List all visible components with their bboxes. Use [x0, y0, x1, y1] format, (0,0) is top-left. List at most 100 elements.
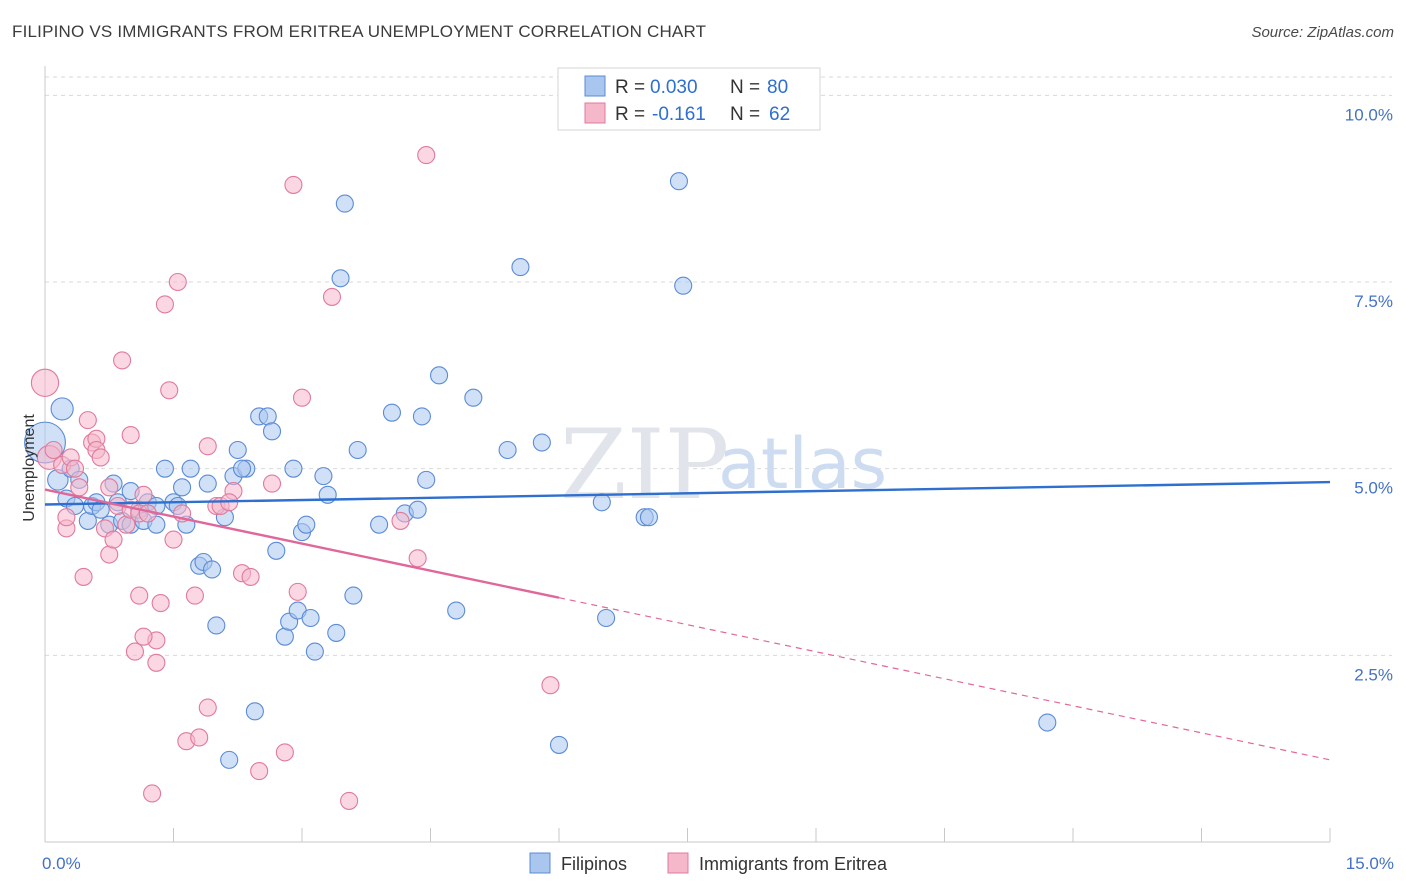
chart-title: FILIPINO VS IMMIGRANTS FROM ERITREA UNEM… — [12, 22, 707, 41]
filipino-point — [181, 459, 200, 478]
eritrea-point — [190, 728, 209, 747]
legend-r-value-1: 0.030 — [650, 77, 698, 98]
filipino-point — [267, 541, 286, 560]
filipino-point — [669, 172, 688, 191]
eritrea-point — [100, 478, 119, 497]
eritrea-point — [168, 272, 187, 292]
filipino-trend-line — [44, 480, 1331, 506]
source-credit: Source: ZipAtlas.com — [1251, 24, 1394, 41]
eritrea-point — [198, 437, 217, 456]
eritrea-point — [241, 567, 260, 586]
eritrea-point — [408, 549, 427, 568]
x-tick-label-max: 15.0% — [1346, 854, 1394, 873]
filipino-point — [370, 515, 389, 534]
filipino-point — [344, 586, 363, 605]
eritrea-point — [44, 440, 63, 460]
eritrea-point — [70, 478, 89, 497]
eritrea-point — [417, 146, 436, 165]
filipino-point — [417, 470, 436, 489]
filipino-point — [1038, 713, 1057, 732]
filipino-point — [232, 459, 252, 478]
filipino-point — [228, 440, 247, 460]
legend-n-value-2: 62 — [769, 104, 790, 125]
bottom-legend-swatch-eritrea — [667, 852, 689, 874]
eritrea-point — [284, 175, 303, 194]
filipino-point — [327, 623, 346, 642]
filipino-point — [412, 407, 431, 426]
filipino-point — [511, 258, 530, 277]
filipino-point — [173, 478, 192, 497]
series-legend: Filipinos Immigrants from Eritrea — [529, 852, 888, 874]
filipino-point — [592, 493, 611, 512]
legend-n-value-1: 80 — [767, 77, 788, 98]
legend-r-label-2: R = — [615, 104, 645, 125]
eritrea-point — [198, 698, 217, 717]
eritrea-trend-line-dashed — [558, 597, 1331, 761]
filipino-point — [464, 388, 483, 407]
bottom-legend-filipinos: Filipinos — [561, 854, 627, 874]
filipino-point — [430, 366, 449, 385]
filipino-point — [258, 407, 277, 426]
eritrea-point — [185, 586, 204, 605]
eritrea-point — [125, 642, 144, 661]
eritrea-point — [30, 368, 60, 397]
y-tick-label: 10.0% — [1345, 105, 1393, 124]
data-points — [24, 146, 1057, 810]
filipino-point — [262, 422, 282, 441]
filipino-point — [674, 276, 693, 295]
filipino-point — [532, 433, 551, 452]
eritrea-point — [78, 411, 97, 430]
eritrea-point — [134, 627, 153, 646]
legend-swatch-filipinos — [584, 75, 606, 97]
filipino-point — [314, 467, 333, 486]
correlation-legend: R = 0.030 N = 80 R = -0.161 N = 62 — [557, 67, 821, 131]
eritrea-point — [340, 791, 359, 810]
filipino-point — [447, 601, 466, 620]
filipino-point — [549, 735, 569, 754]
legend-r-value-2: -0.161 — [652, 104, 706, 125]
legend-n-label-2: N = — [730, 104, 760, 125]
filipino-point — [498, 440, 517, 460]
eritrea-point — [121, 426, 140, 445]
eritrea-point — [134, 485, 153, 504]
eritrea-point — [160, 381, 179, 400]
trend-lines — [44, 480, 1331, 761]
eritrea-point — [57, 508, 76, 527]
y-axis-title: Unemployment — [21, 414, 38, 522]
watermark-zip: ZIP — [560, 409, 729, 521]
filipino-point — [198, 474, 217, 493]
filipino-point — [50, 397, 74, 421]
eritrea-point — [100, 545, 119, 564]
filipino-point — [408, 500, 427, 519]
eritrea-point — [250, 762, 269, 781]
eritrea-point — [275, 743, 294, 762]
filipino-point — [207, 616, 226, 635]
eritrea-point — [288, 582, 307, 601]
filipino-point — [284, 459, 303, 478]
filipino-point — [597, 608, 616, 628]
filipino-point — [203, 560, 222, 579]
y-tick-label: 7.5% — [1354, 292, 1393, 311]
eritrea-point — [151, 594, 170, 613]
filipino-point — [335, 194, 354, 213]
eritrea-point — [91, 448, 110, 467]
filipino-point — [297, 515, 316, 534]
eritrea-trend-line-solid — [44, 488, 560, 599]
eritrea-point — [322, 287, 342, 306]
eritrea-point — [391, 511, 410, 530]
filipino-point — [305, 642, 324, 661]
eritrea-point — [164, 530, 183, 549]
filipino-point — [275, 627, 294, 646]
filipino-point — [382, 403, 402, 422]
eritrea-point — [292, 388, 312, 407]
legend-swatch-eritrea — [584, 102, 606, 124]
eritrea-point — [113, 351, 132, 370]
eritrea-point — [65, 459, 85, 478]
eritrea-point — [104, 530, 123, 549]
bottom-legend-eritrea: Immigrants from Eritrea — [699, 854, 888, 874]
legend-n-label-1: N = — [730, 77, 760, 98]
y-tick-label: 5.0% — [1354, 479, 1393, 498]
eritrea-point — [130, 586, 149, 605]
bottom-legend-swatch-filipinos — [529, 852, 551, 874]
